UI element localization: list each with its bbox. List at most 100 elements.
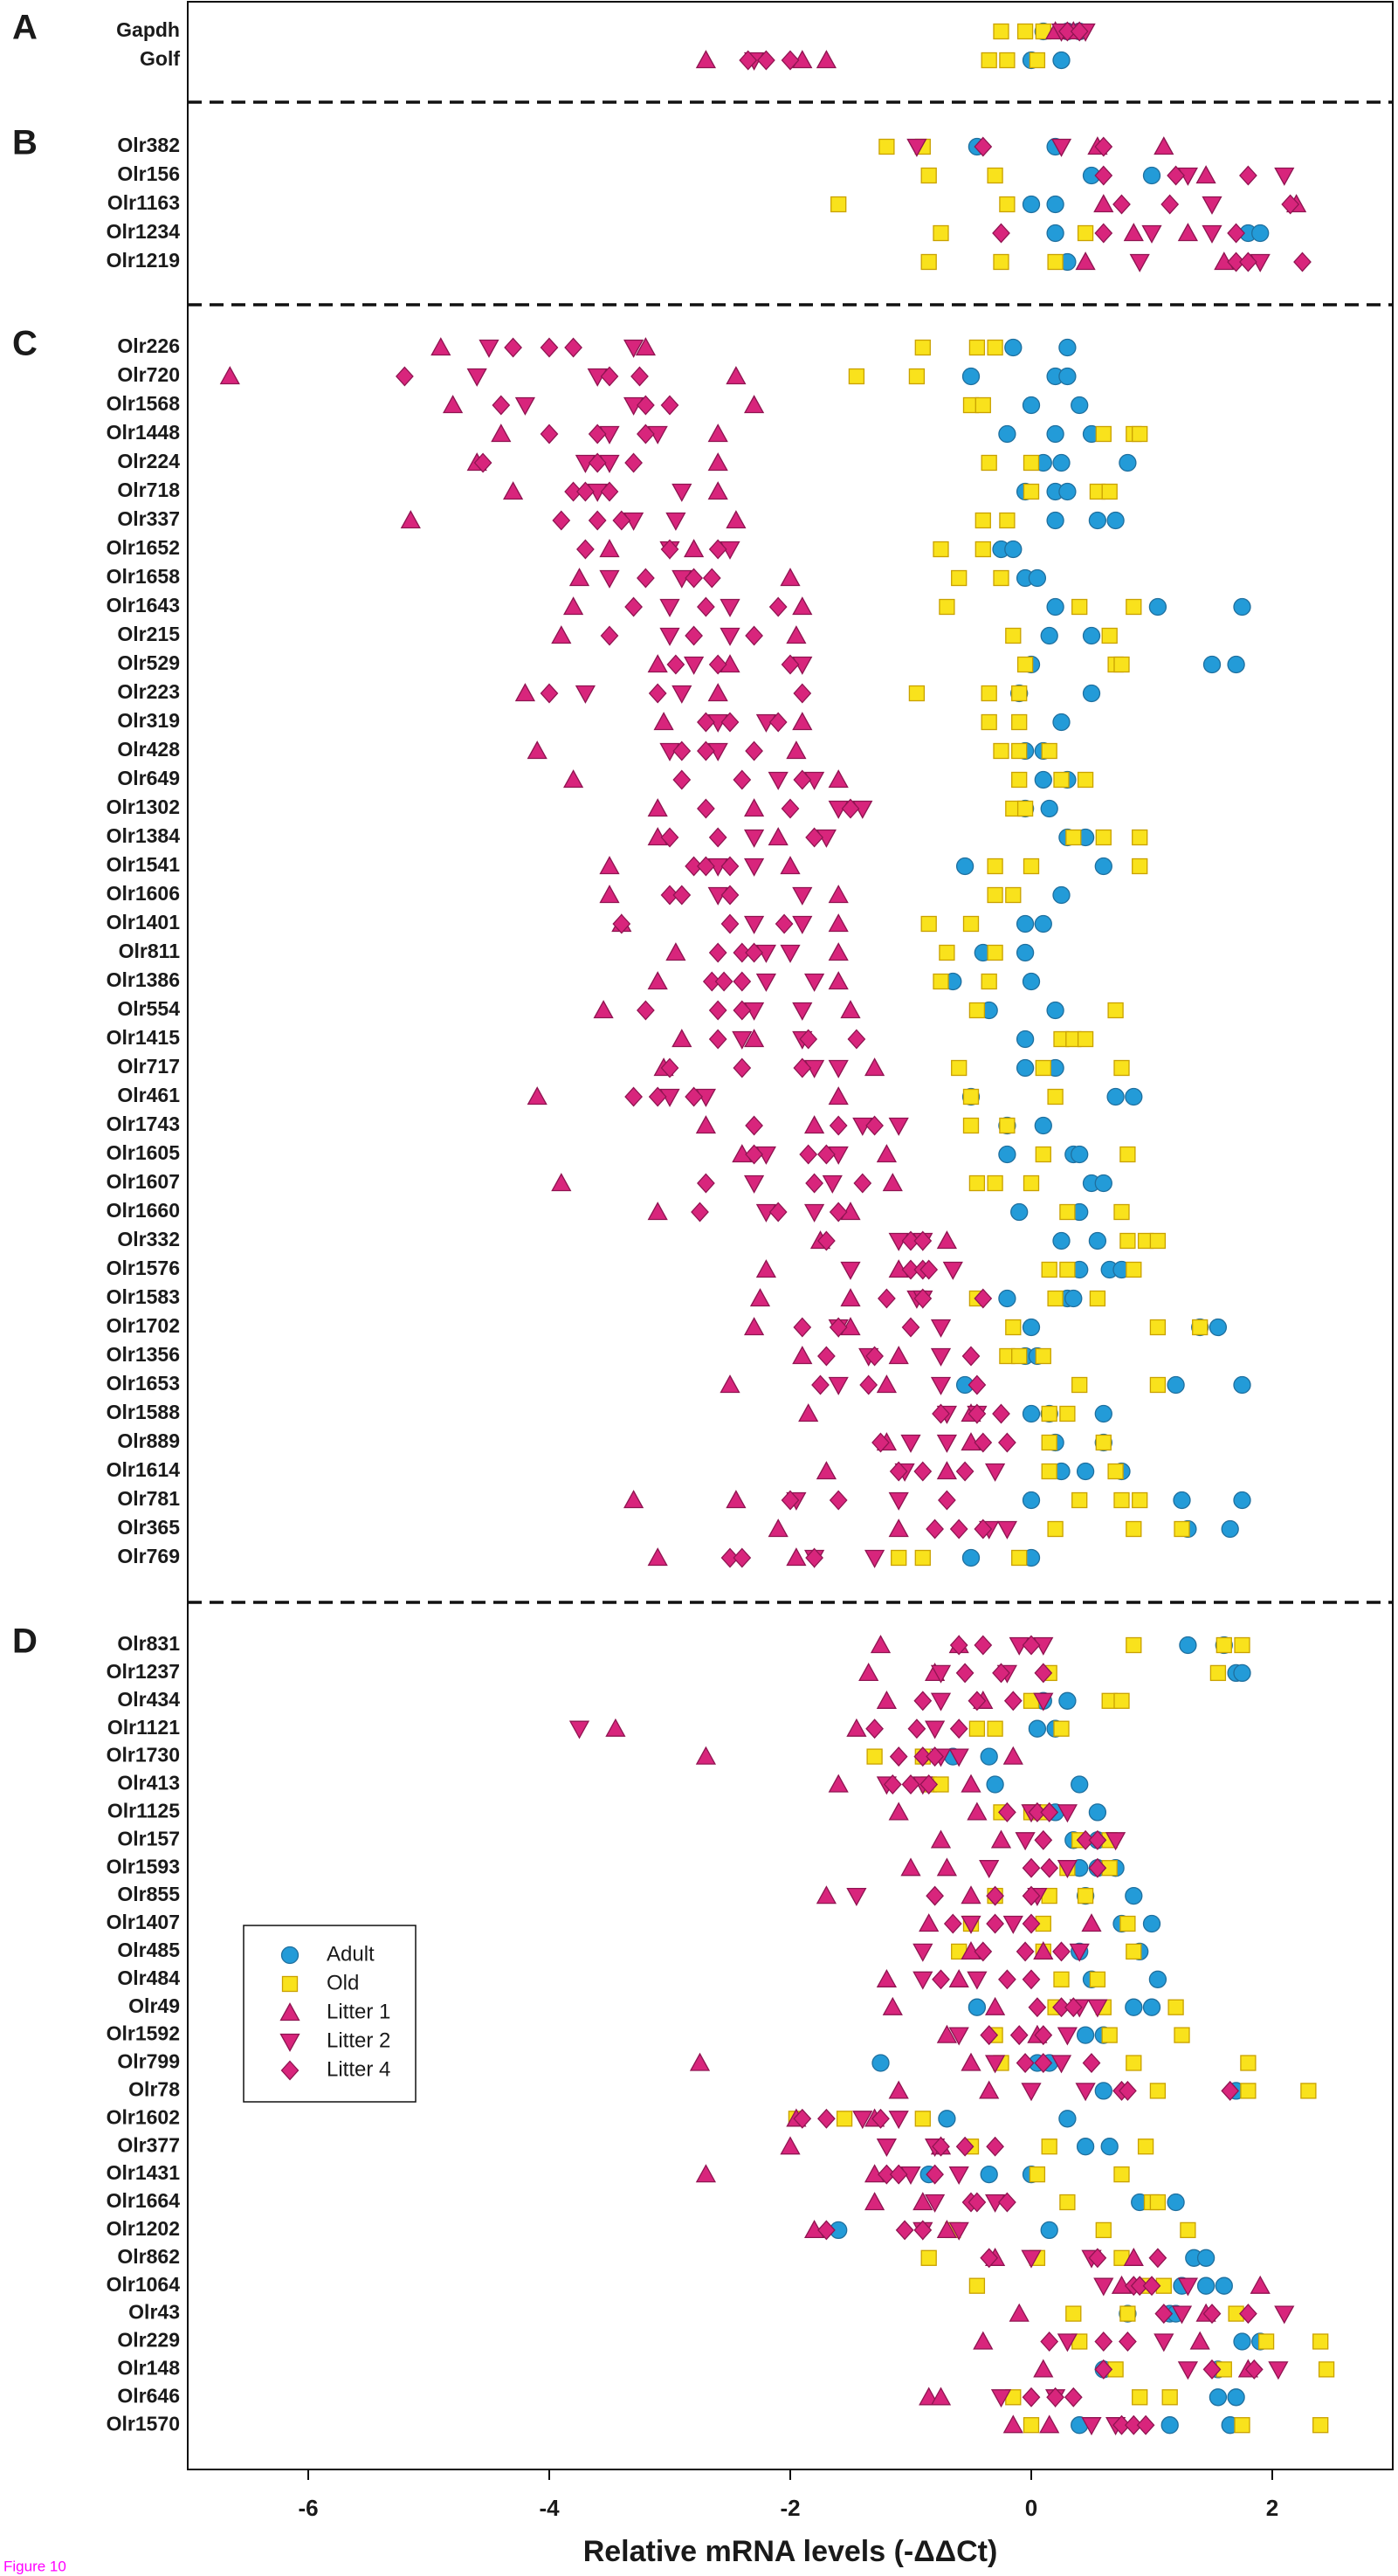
- point: [755, 973, 777, 992]
- category-label: Olr1592: [107, 2022, 180, 2045]
- point: [1046, 195, 1064, 214]
- point: [990, 1829, 1012, 1849]
- point: [1274, 2305, 1295, 2325]
- point: [745, 740, 763, 761]
- point: [1107, 1463, 1124, 1480]
- point: [647, 654, 668, 673]
- point: [999, 512, 1016, 529]
- point: [1041, 1261, 1057, 1278]
- point: [659, 598, 680, 617]
- point: [901, 1259, 920, 1280]
- point: [987, 886, 1003, 904]
- point: [913, 1288, 933, 1309]
- point: [943, 1913, 962, 1934]
- point: [1040, 2221, 1058, 2240]
- point: [914, 2111, 931, 2127]
- point: [828, 1086, 849, 1105]
- point: [466, 368, 487, 387]
- point: [745, 942, 763, 963]
- point: [702, 971, 721, 992]
- point: [1058, 482, 1077, 501]
- point: [1023, 2417, 1040, 2434]
- point: [685, 856, 703, 877]
- point: [870, 1635, 892, 1654]
- point: [792, 1346, 813, 1365]
- point: [901, 1230, 920, 1251]
- category-label: Olr1606: [107, 882, 180, 905]
- point: [653, 712, 674, 731]
- point: [987, 339, 1003, 356]
- point: [1041, 742, 1057, 760]
- legend-label: Litter 1: [327, 2000, 390, 2023]
- category-label: Olr1219: [107, 249, 180, 272]
- point: [660, 539, 679, 560]
- point: [1009, 2303, 1030, 2322]
- category-label: Olr1593: [107, 1855, 180, 1877]
- point: [1016, 1941, 1035, 1962]
- point: [1318, 2361, 1335, 2378]
- point: [1107, 1002, 1124, 1019]
- category-label: Olr319: [117, 709, 180, 732]
- point: [1093, 194, 1114, 213]
- point: [714, 971, 733, 992]
- point: [793, 1057, 812, 1078]
- category-label: Gapdh: [116, 18, 180, 41]
- point: [882, 1173, 903, 1192]
- point: [1071, 1775, 1089, 1794]
- point: [1126, 598, 1142, 616]
- point: [932, 1969, 950, 1990]
- category-label: Olr43: [128, 2301, 180, 2324]
- point: [981, 685, 997, 702]
- point: [846, 1718, 867, 1737]
- category-label: Olr831: [117, 1632, 180, 1655]
- category-label: Olr1588: [107, 1401, 181, 1423]
- point: [726, 510, 747, 529]
- point: [1016, 656, 1034, 673]
- category-label: Olr1121: [107, 1716, 180, 1739]
- point: [1101, 2027, 1118, 2043]
- point: [987, 1720, 1003, 1737]
- point: [933, 973, 949, 990]
- point: [396, 366, 414, 387]
- point: [803, 1115, 825, 1134]
- point: [1053, 1720, 1070, 1737]
- point: [733, 1000, 752, 1021]
- point: [781, 654, 800, 675]
- point: [1052, 713, 1071, 732]
- point: [998, 1432, 1016, 1453]
- point: [981, 52, 997, 69]
- point: [913, 1691, 933, 1712]
- point: [1154, 2333, 1174, 2352]
- point: [1064, 2387, 1083, 2407]
- point: [829, 1115, 848, 1136]
- point: [697, 798, 715, 819]
- point: [1106, 511, 1125, 530]
- point: [961, 1915, 981, 1934]
- point: [1113, 656, 1130, 673]
- point: [743, 829, 765, 848]
- panel-label: A: [12, 9, 38, 47]
- category-label: Olr461: [117, 1084, 180, 1106]
- point: [1011, 1347, 1028, 1365]
- category-label: Olr1541: [107, 853, 181, 876]
- point: [551, 625, 572, 644]
- point: [939, 944, 955, 961]
- point: [1095, 2221, 1112, 2239]
- point: [955, 2136, 974, 2157]
- point: [912, 2192, 933, 2211]
- point: [907, 1718, 926, 1739]
- point: [1177, 2361, 1199, 2380]
- point: [962, 1117, 980, 1134]
- point: [968, 2277, 986, 2294]
- point: [888, 1801, 909, 1821]
- point: [932, 2136, 950, 2157]
- point: [768, 1519, 789, 1538]
- point: [1047, 1088, 1064, 1105]
- point: [660, 1057, 679, 1078]
- point: [1126, 2055, 1142, 2071]
- point: [1227, 655, 1245, 674]
- point: [1132, 2389, 1148, 2406]
- point: [720, 885, 740, 906]
- point: [979, 2080, 1000, 2099]
- point: [768, 596, 788, 617]
